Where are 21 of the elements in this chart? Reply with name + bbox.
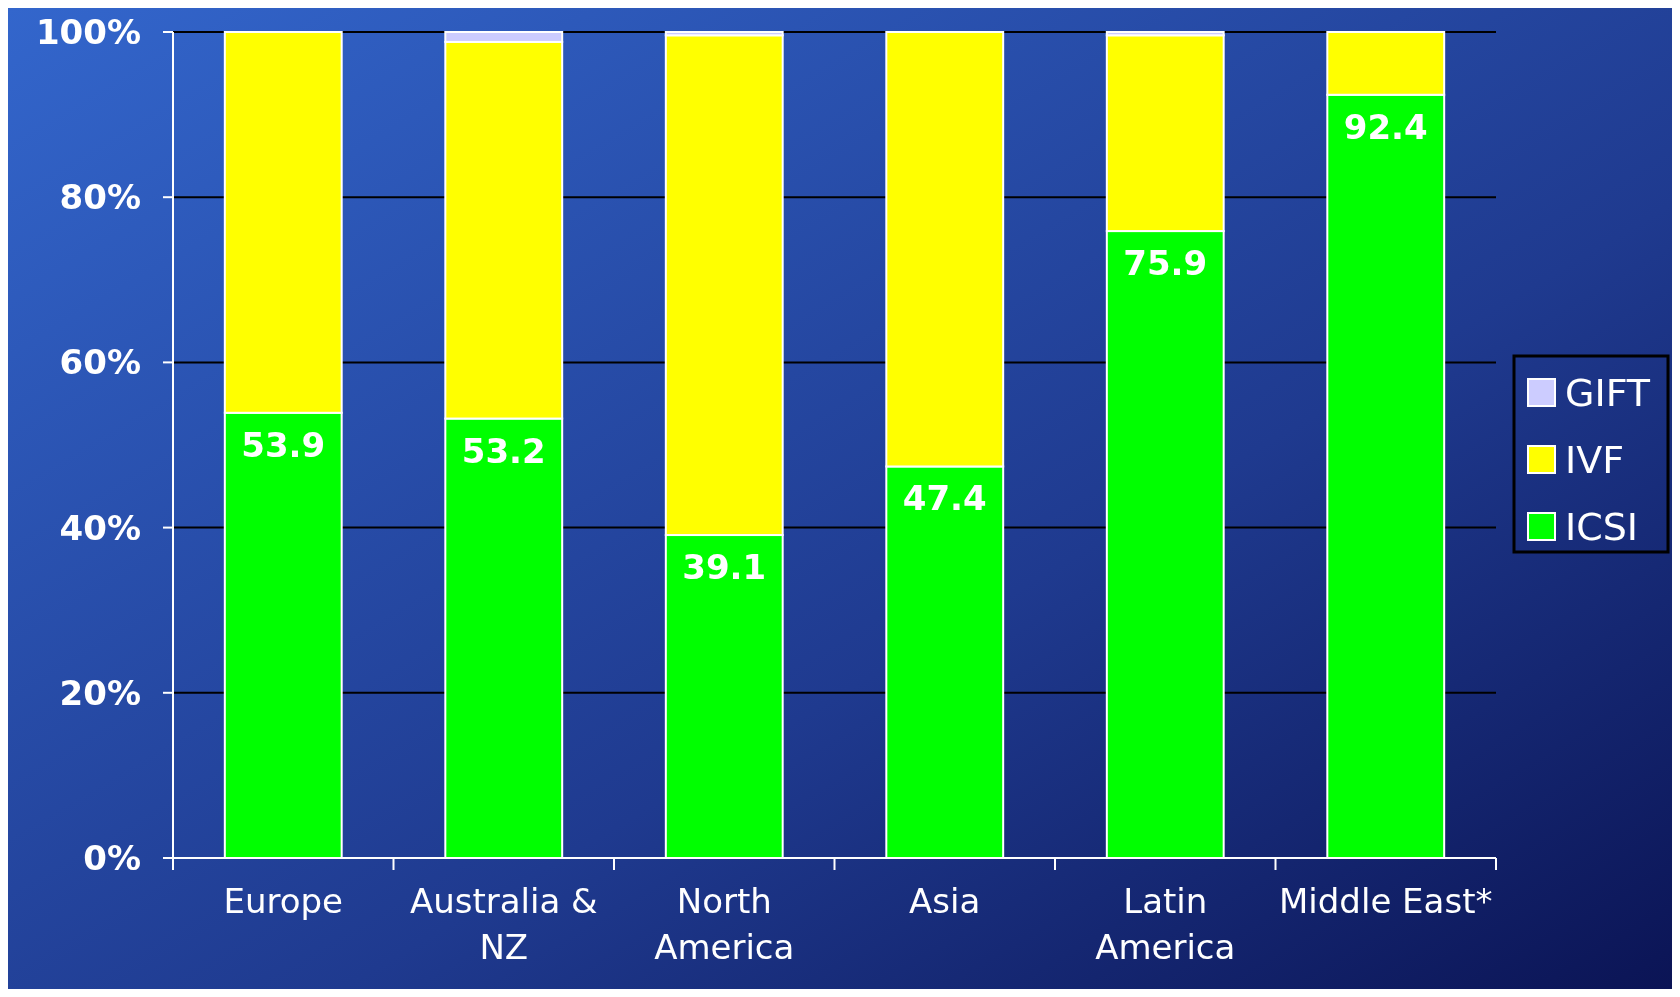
data-label: 47.4 xyxy=(902,478,987,519)
legend-label: ICSI xyxy=(1565,505,1639,550)
y-tick-label: 60% xyxy=(59,342,141,383)
y-tick-label: 80% xyxy=(59,177,141,218)
data-label: 75.9 xyxy=(1123,243,1208,284)
x-tick-label: North America xyxy=(654,881,795,967)
y-tick-label: 40% xyxy=(59,507,141,548)
legend-label: GIFT xyxy=(1565,371,1651,416)
x-tick-label: Latin America xyxy=(1095,881,1236,967)
y-tick-label: 100% xyxy=(35,11,141,52)
y-tick-label: 20% xyxy=(59,672,141,713)
x-tick-label: Europe xyxy=(223,881,344,921)
x-tick-label: Middle East* xyxy=(1279,881,1493,921)
legend-label: IVF xyxy=(1565,438,1625,483)
x-tick-label: Asia xyxy=(909,881,981,921)
y-tick-label: 0% xyxy=(83,837,141,878)
x-tick-label: Australia & NZ xyxy=(409,881,598,967)
data-label: 53.2 xyxy=(461,430,546,471)
data-label: 92.4 xyxy=(1343,106,1428,147)
data-label: 53.9 xyxy=(241,424,326,465)
data-label: 39.1 xyxy=(682,547,767,588)
